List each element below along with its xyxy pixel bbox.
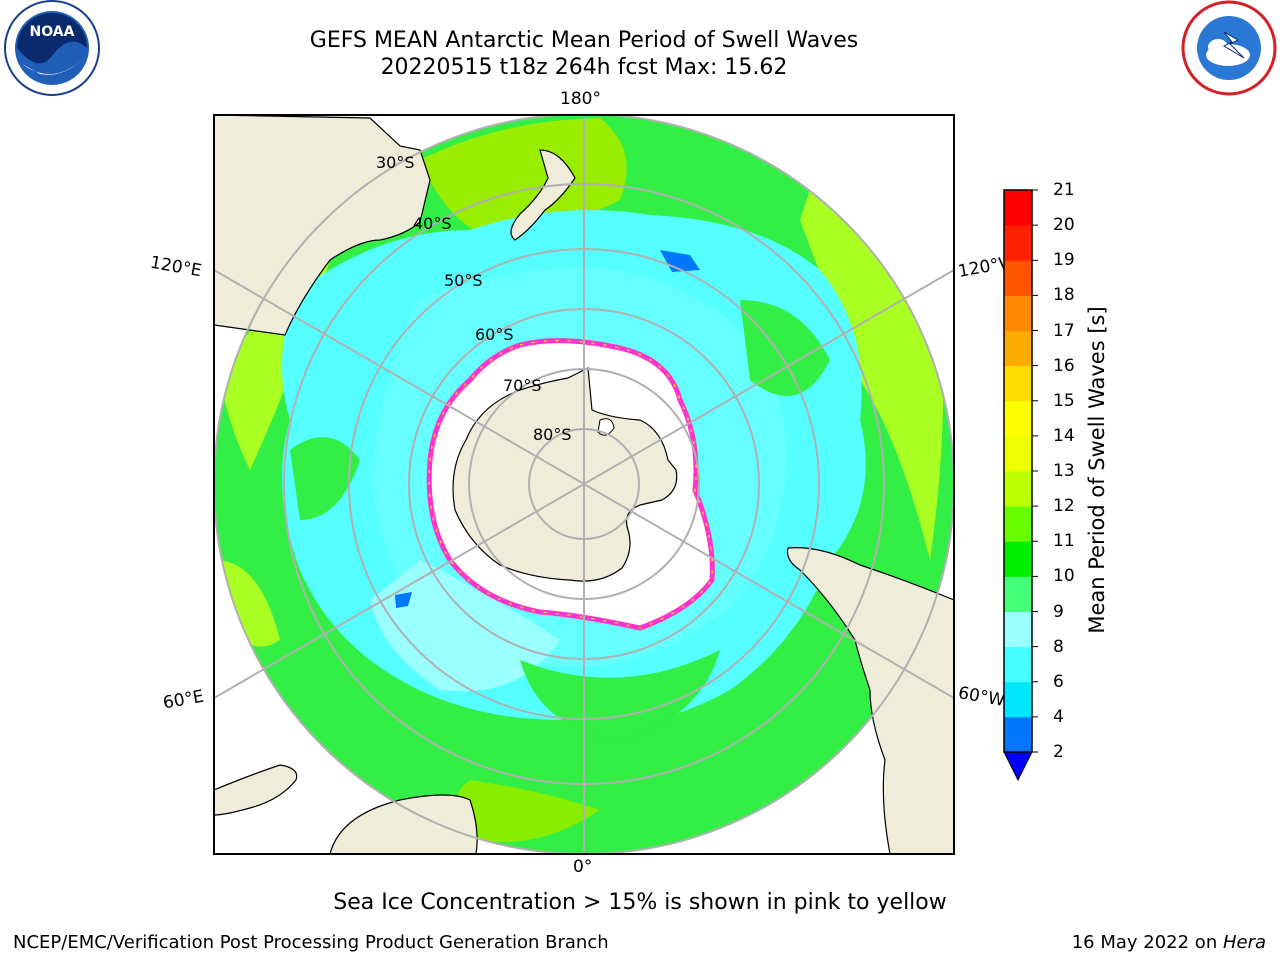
colorbar-band xyxy=(1004,576,1032,612)
footer-machine: Hera xyxy=(1222,932,1266,953)
colorbar-min-extension xyxy=(1003,751,1033,782)
colorbar-tick-label: 8 xyxy=(1053,636,1064,657)
colorbar-band xyxy=(1004,435,1032,472)
colorbar-tick-label: 21 xyxy=(1053,180,1075,200)
colorbar-tick-label: 17 xyxy=(1053,320,1075,341)
sea-ice-note: Sea Ice Concentration > 15% is shown in … xyxy=(333,890,947,915)
footer-branch: NCEP/EMC/Verification Post Processing Pr… xyxy=(13,932,609,953)
noaa-logo: NOAA xyxy=(4,0,100,96)
colorbar-band xyxy=(1004,400,1032,437)
colorbar-band xyxy=(1004,365,1032,402)
colorbar-tick-label: 14 xyxy=(1053,425,1075,446)
colorbar-label: Mean Period of Swell Waves [s] xyxy=(1085,306,1109,634)
colorbar-band xyxy=(1004,716,1032,753)
colorbar-band xyxy=(1004,506,1032,542)
colorbar-band xyxy=(1004,190,1032,226)
colorbar-ticks xyxy=(1032,189,1038,753)
colorbar-tick-label: 6 xyxy=(1053,671,1064,692)
colorbar-tick-label: 9 xyxy=(1053,601,1064,622)
footer-date: 16 May 2022 on Hera xyxy=(1072,932,1266,953)
colorbar-tick-label: 12 xyxy=(1053,496,1075,517)
colorbar-tick-label: 18 xyxy=(1053,285,1075,306)
lon-label-180: 180° xyxy=(560,89,601,109)
africa-landmass xyxy=(329,794,478,854)
lat-label-70s: 70°S xyxy=(503,376,542,395)
lat-label-60s: 60°S xyxy=(475,325,514,344)
colorbar-band xyxy=(1004,646,1032,683)
colorbar-band xyxy=(1004,295,1032,331)
title-line-2: 20220515 t18z 264h fcst Max: 15.62 xyxy=(380,55,788,80)
colorbar-tick-label: 11 xyxy=(1053,531,1075,552)
nws-logo xyxy=(1181,0,1277,96)
colorbar-band xyxy=(1004,225,1032,261)
map-title: GEFS MEAN Antarctic Mean Period of Swell… xyxy=(0,27,1168,81)
colorbar-tick-label: 13 xyxy=(1053,461,1075,481)
colorbar xyxy=(1003,189,1038,782)
new-zealand-landmass xyxy=(510,149,576,241)
colorbar-bands xyxy=(1004,190,1032,753)
colorbar-band xyxy=(1004,611,1032,648)
noaa-logo-text: NOAA xyxy=(30,24,75,40)
colorbar-band xyxy=(1004,260,1032,296)
map-frame xyxy=(213,114,955,855)
lat-label-40s: 40°S xyxy=(413,214,452,233)
colorbar-band xyxy=(1004,471,1032,507)
colorbar-tick-label: 4 xyxy=(1053,706,1064,727)
colorbar-tick-label: 10 xyxy=(1053,566,1075,587)
lat-label-30s: 30°S xyxy=(376,153,415,172)
graticule xyxy=(214,115,954,854)
colorbar-band xyxy=(1004,541,1032,577)
australia-landmass xyxy=(214,115,431,336)
colorbar-band xyxy=(1004,330,1032,367)
colorbar-tick-label: 19 xyxy=(1053,250,1075,271)
colorbar-tick-label: 15 xyxy=(1053,390,1075,411)
colorbar-tick-label: 20 xyxy=(1053,215,1075,236)
lon-label-0: 0° xyxy=(573,857,593,877)
colorbar-band xyxy=(1004,681,1032,718)
colorbar-tick-label: 16 xyxy=(1053,355,1075,376)
colorbar-tick-label: 2 xyxy=(1053,742,1064,762)
footer-date-text: 16 May 2022 on xyxy=(1071,932,1223,953)
lat-label-80s: 80°S xyxy=(533,425,572,444)
south-america-top-landmass xyxy=(840,115,954,225)
madagascar-landmass xyxy=(214,764,298,816)
title-line-1: GEFS MEAN Antarctic Mean Period of Swell… xyxy=(309,28,859,53)
lat-label-50s: 50°S xyxy=(444,271,483,290)
